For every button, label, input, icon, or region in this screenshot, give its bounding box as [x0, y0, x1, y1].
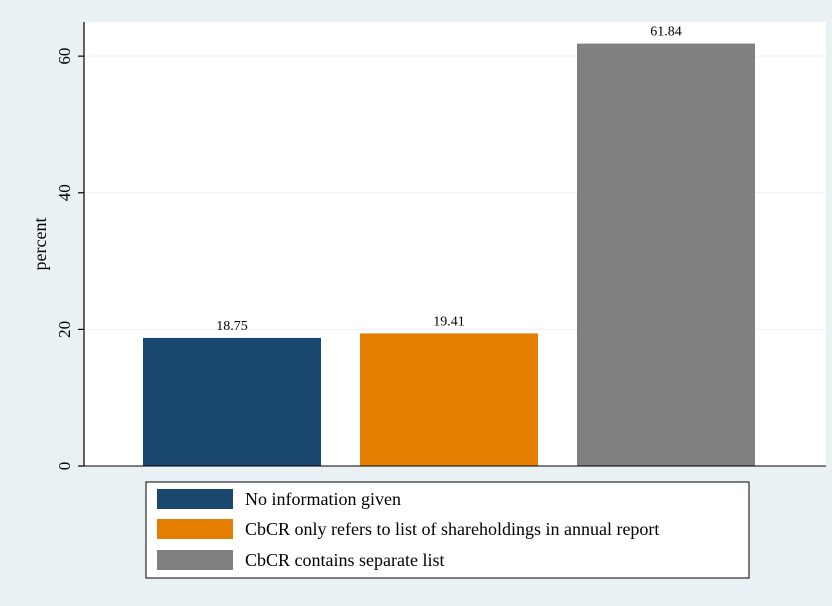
data-label: 18.75 [216, 319, 248, 334]
legend-label: CbCR contains separate list [245, 550, 444, 570]
bar [577, 44, 755, 466]
legend-swatch [157, 489, 233, 509]
legend: No information given CbCR only refers to … [146, 482, 749, 578]
y-tick-label: 60 [55, 48, 74, 65]
legend-swatch [157, 519, 233, 539]
legend-label: CbCR only refers to list of shareholding… [245, 519, 659, 539]
bar [360, 333, 538, 466]
y-tick-label: 20 [55, 321, 74, 338]
data-label: 19.41 [433, 314, 465, 329]
bar [143, 338, 321, 466]
y-tick-label: 0 [55, 462, 74, 471]
y-tick-label: 40 [55, 184, 74, 201]
legend-label: No information given [245, 489, 401, 509]
legend-swatch [157, 550, 233, 570]
data-label: 61.84 [650, 25, 682, 40]
y-axis-title: percent [30, 218, 50, 271]
